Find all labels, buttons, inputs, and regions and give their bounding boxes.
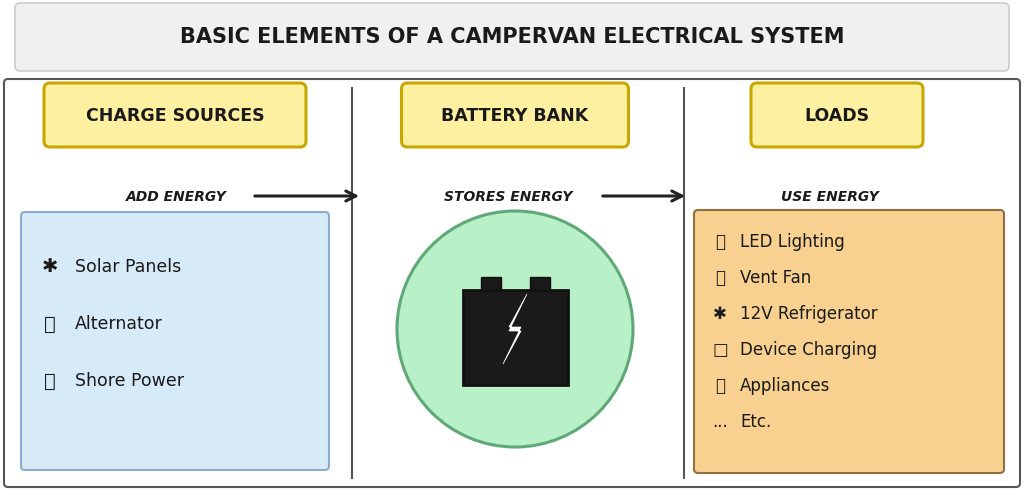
Bar [529, 277, 550, 290]
Bar [480, 277, 501, 290]
Text: ✱: ✱ [42, 257, 58, 276]
Text: □: □ [712, 340, 728, 358]
Text: 💨: 💨 [715, 269, 725, 287]
Text: LOADS: LOADS [805, 107, 869, 125]
FancyBboxPatch shape [751, 84, 923, 148]
FancyBboxPatch shape [4, 80, 1020, 487]
Ellipse shape [397, 211, 633, 447]
Text: ✱: ✱ [713, 305, 727, 322]
Text: 🔋: 🔋 [715, 376, 725, 394]
Text: Etc.: Etc. [740, 412, 771, 430]
Text: LED Lighting: LED Lighting [740, 232, 845, 250]
Text: USE ENERGY: USE ENERGY [781, 189, 879, 203]
Text: ADD ENERGY: ADD ENERGY [126, 189, 226, 203]
FancyBboxPatch shape [22, 212, 329, 470]
Text: 🔌: 🔌 [44, 371, 56, 390]
Polygon shape [503, 295, 527, 364]
Text: Alternator: Alternator [75, 314, 163, 332]
Text: 💡: 💡 [715, 232, 725, 250]
Text: Device Charging: Device Charging [740, 340, 878, 358]
Text: BASIC ELEMENTS OF A CAMPERVAN ELECTRICAL SYSTEM: BASIC ELEMENTS OF A CAMPERVAN ELECTRICAL… [180, 27, 844, 47]
Text: Solar Panels: Solar Panels [75, 258, 181, 276]
FancyBboxPatch shape [15, 4, 1009, 72]
Text: 🚗: 🚗 [44, 314, 56, 333]
FancyBboxPatch shape [401, 84, 629, 148]
Text: Vent Fan: Vent Fan [740, 269, 811, 287]
Text: BATTERY BANK: BATTERY BANK [441, 107, 589, 125]
Text: ...: ... [712, 412, 728, 430]
Text: Shore Power: Shore Power [75, 371, 184, 389]
Text: CHARGE SOURCES: CHARGE SOURCES [86, 107, 264, 125]
Text: Appliances: Appliances [740, 376, 830, 394]
FancyBboxPatch shape [44, 84, 306, 148]
Bar [463, 290, 567, 385]
Text: 12V Refrigerator: 12V Refrigerator [740, 305, 878, 322]
FancyBboxPatch shape [694, 210, 1004, 473]
Text: STORES ENERGY: STORES ENERGY [443, 189, 572, 203]
